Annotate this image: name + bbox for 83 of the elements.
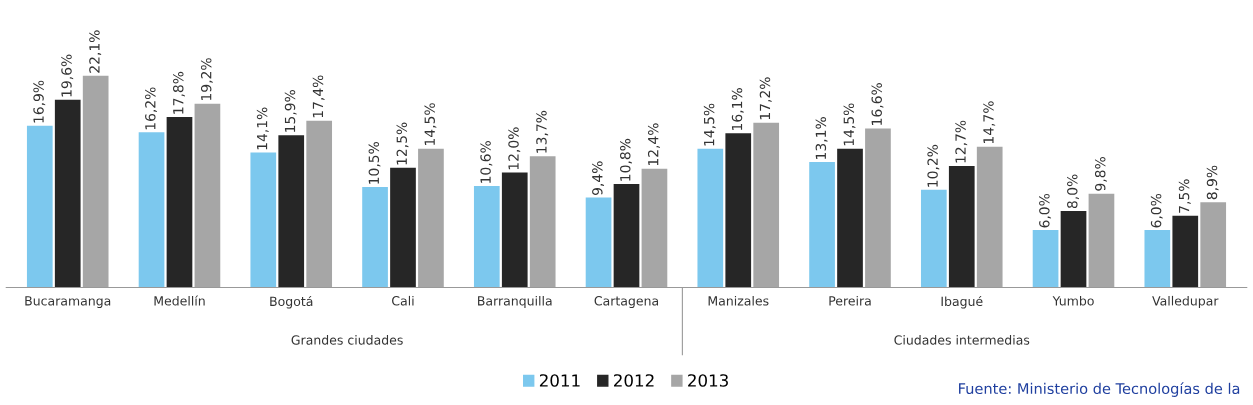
bar [1060,210,1087,288]
data-label: 6,0% [1150,193,1163,228]
bar [697,148,724,288]
data-label: 14,5% [703,103,716,146]
x-tick-label: Yumbo [1052,295,1094,306]
data-label: 7,5% [1178,179,1191,213]
data-label: 10,5% [368,141,381,184]
data-label: 12,0% [508,127,521,170]
bar [250,152,277,288]
data-label: 22,1% [89,30,102,73]
bar [278,135,305,288]
data-label: 16,9% [33,80,46,123]
data-label: 19,2% [200,58,213,100]
data-label: 10,8% [620,138,632,181]
x-tick-label: Bogotá [270,295,313,309]
x-tick-label: Barranquilla [478,295,552,308]
bar [613,184,640,288]
data-label: 15,9% [284,90,297,132]
x-tick-label: Bucaramanga [25,296,111,308]
bar [418,148,444,288]
bar [725,133,752,288]
data-label: 14,7% [983,101,996,144]
bar [948,165,975,288]
bar [473,186,500,288]
data-label: 17,8% [173,71,185,114]
x-tick-label: Pereira [829,295,871,306]
data-label: 10,2% [927,144,940,187]
x-tick-label: Cali [392,295,414,306]
x-tick-label: Manizales [708,295,769,306]
bar [641,168,668,288]
bar [138,132,165,288]
bar [166,117,193,288]
legend-label: 2011 [539,374,580,387]
data-label: 8,9% [1206,165,1219,200]
bar [501,172,528,288]
data-label: 14,1% [256,107,269,150]
legend-label: 2013 [688,374,728,387]
bar [1144,230,1171,288]
data-label: 14,5% [843,103,856,146]
data-label: 10,6% [480,141,493,183]
bar [1200,202,1227,288]
data-label: 16,1% [731,88,744,130]
text: Grandes ciudades [291,335,403,345]
data-label: 16,2% [145,87,157,130]
legend-label: 2012 [614,374,654,387]
x-tick-label: Medellín [154,295,205,306]
bar [976,146,1003,288]
bar [194,103,221,288]
data-label: 12,7% [955,120,968,163]
data-label: 12,4% [647,123,660,166]
bar [865,128,891,288]
data-label: 9,4% [592,161,605,196]
source-note: Fuente: Ministerio de Tecnologías de la [959,382,1240,397]
data-label: 9,8% [1094,157,1107,191]
bar [837,148,863,288]
bar [1172,215,1199,288]
bar [54,99,81,288]
bar [753,122,780,288]
bar [1088,193,1115,288]
x-tick-label: Cartagena [594,296,659,308]
bar [585,197,612,288]
data-label: 13,7% [536,110,549,153]
data-label: 19,6% [61,54,74,97]
x-tick-label: Valledupar [1152,295,1219,308]
bar [529,156,556,288]
data-label: 8,0% [1067,174,1079,209]
data-label: 14,5% [424,103,437,146]
bar [362,186,388,288]
text: Ciudades intermedias [894,335,1030,345]
data-label: 17,4% [312,75,325,118]
data-label: 17,2% [759,77,772,120]
data-label: 6,0% [1039,193,1052,228]
bar [1032,230,1059,288]
bar [390,167,416,288]
data-label: 12,5% [396,122,409,165]
bar [306,120,333,288]
data-label: 13,1% [815,117,828,159]
bar [82,75,109,288]
bar [809,162,835,288]
bar [26,125,53,288]
bar [920,189,947,288]
x-tick-label: Ibagué [941,295,983,309]
data-label: 16,6% [871,83,884,125]
